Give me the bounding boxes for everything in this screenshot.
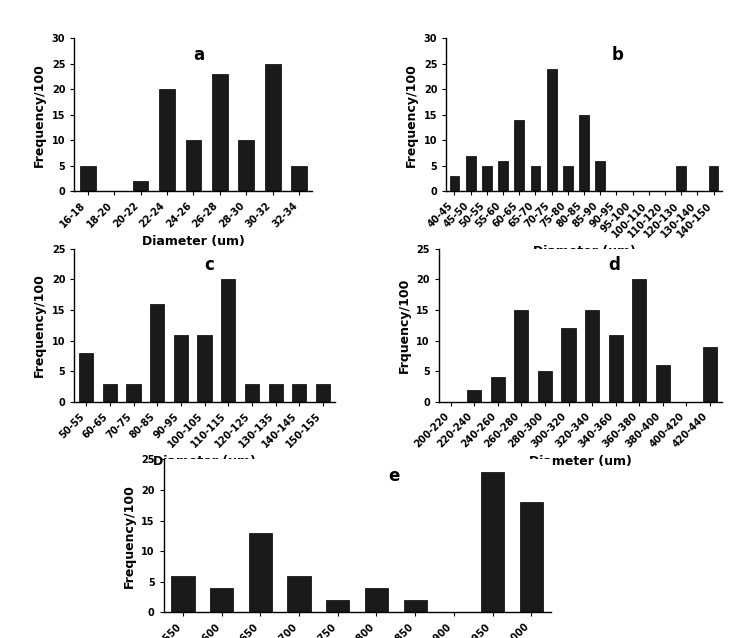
Bar <box>514 310 528 402</box>
X-axis label: Diameter (um): Diameter (um) <box>533 244 635 258</box>
Bar <box>498 161 508 191</box>
Bar <box>238 140 254 191</box>
Y-axis label: Frquency/100: Frquency/100 <box>398 278 411 373</box>
Bar <box>519 502 543 612</box>
Bar <box>221 279 235 402</box>
Text: d: d <box>609 256 620 274</box>
Bar <box>197 334 212 402</box>
Text: b: b <box>612 46 623 64</box>
Bar <box>245 383 259 402</box>
Bar <box>316 383 330 402</box>
X-axis label: Diameter (um): Diameter (um) <box>142 235 245 248</box>
Bar <box>562 329 576 402</box>
Bar <box>292 383 307 402</box>
Text: a: a <box>193 46 205 64</box>
Bar <box>491 378 505 402</box>
Text: e: e <box>388 467 400 485</box>
Bar <box>585 310 599 402</box>
Bar <box>547 69 557 191</box>
Bar <box>514 120 524 191</box>
Text: c: c <box>205 256 214 274</box>
Bar <box>449 176 459 191</box>
Bar <box>482 166 492 191</box>
Bar <box>703 347 717 402</box>
Bar <box>563 166 573 191</box>
Bar <box>538 371 552 402</box>
Y-axis label: Frequency/100: Frequency/100 <box>33 63 46 167</box>
Bar <box>655 365 670 402</box>
Bar <box>79 353 93 402</box>
X-axis label: Diameter (um): Diameter (um) <box>529 455 632 468</box>
Bar <box>365 588 388 612</box>
Bar <box>676 166 686 191</box>
Bar <box>212 74 228 191</box>
Bar <box>171 575 195 612</box>
Y-axis label: Frequency/100: Frequency/100 <box>33 274 46 377</box>
Bar <box>466 156 475 191</box>
Bar <box>287 575 311 612</box>
Bar <box>481 471 504 612</box>
Bar <box>595 161 605 191</box>
Bar <box>579 115 589 191</box>
Bar <box>326 600 350 612</box>
Bar <box>269 383 283 402</box>
Bar <box>80 166 95 191</box>
Bar <box>265 64 280 191</box>
Bar <box>159 89 175 191</box>
Bar <box>132 181 149 191</box>
X-axis label: Diameter (um): Diameter (um) <box>153 455 256 468</box>
Y-axis label: Frequency/100: Frequency/100 <box>123 484 135 588</box>
Bar <box>530 166 540 191</box>
Bar <box>103 383 117 402</box>
Bar <box>150 304 164 402</box>
Bar <box>709 166 719 191</box>
Bar <box>403 600 427 612</box>
Bar <box>185 140 202 191</box>
Bar <box>248 533 272 612</box>
Bar <box>126 383 141 402</box>
Bar <box>632 279 647 402</box>
Bar <box>174 334 188 402</box>
Bar <box>210 588 234 612</box>
Bar <box>292 166 307 191</box>
Bar <box>609 334 623 402</box>
Y-axis label: Frequency/100: Frequency/100 <box>405 63 418 167</box>
Bar <box>467 390 481 402</box>
